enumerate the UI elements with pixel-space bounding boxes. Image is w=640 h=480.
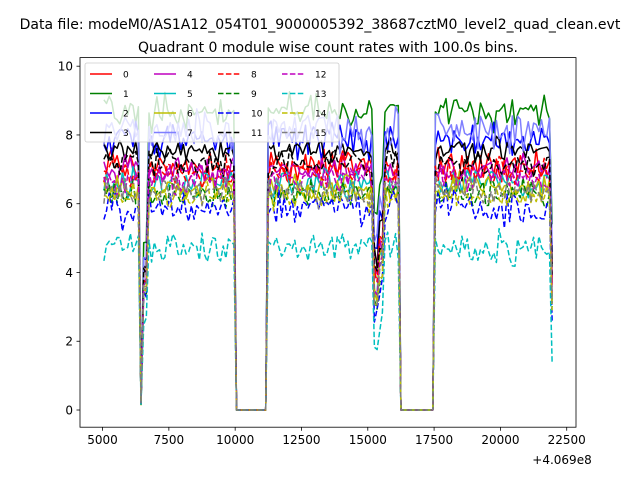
x-tick-label: 15000 <box>349 433 387 447</box>
series-line-15 <box>103 175 553 411</box>
legend-label-13: 13 <box>315 90 326 100</box>
legend-label-3: 3 <box>123 129 129 139</box>
legend-label-12: 12 <box>315 71 326 81</box>
x-tick-label: 17500 <box>415 433 453 447</box>
y-axis: 0 2 4 6 8 10 <box>58 60 80 418</box>
x-tick-label: 22500 <box>548 433 586 447</box>
series-line-13 <box>103 227 553 411</box>
x-tick-label: 10000 <box>216 433 254 447</box>
y-tick-label: 0 <box>65 404 73 418</box>
legend-label-7: 7 <box>187 129 193 139</box>
legend-label-8: 8 <box>251 71 257 81</box>
x-tick-label: 7500 <box>154 433 185 447</box>
legend-label-11: 11 <box>251 129 262 139</box>
legend-label-6: 6 <box>187 110 193 120</box>
series-line-12 <box>103 162 553 411</box>
series-line-11 <box>103 147 553 411</box>
x-tick-label: 5000 <box>87 433 118 447</box>
plot-frame <box>79 57 577 428</box>
legend-label-15: 15 <box>315 129 326 139</box>
legend-label-0: 0 <box>123 71 129 81</box>
y-tick-label: 8 <box>65 128 73 142</box>
series-line-14 <box>103 176 553 411</box>
x-axis: 5000 7500 10000 12500 15000 17500 20000 22500 <box>87 427 586 447</box>
y-tick-label: 2 <box>65 335 73 349</box>
x-tick-label: 12500 <box>282 433 320 447</box>
legend-label-14: 14 <box>315 110 327 120</box>
series-line-8 <box>103 153 553 411</box>
legend-label-4: 4 <box>187 71 193 81</box>
suptitle: Data file: modeM0/AS1A12_054T01_90000053… <box>20 17 621 33</box>
legend-frame <box>84 62 340 143</box>
series-line-10 <box>103 182 553 411</box>
legend-label-1: 1 <box>123 90 129 100</box>
x-tick-label: 20000 <box>481 433 519 447</box>
legend-label-10: 10 <box>251 110 263 120</box>
legend-label-2: 2 <box>123 110 129 120</box>
y-tick-label: 6 <box>65 197 73 211</box>
y-tick-label: 4 <box>65 266 73 280</box>
legend-label-9: 9 <box>251 90 257 100</box>
x-offset-label: +4.069e8 <box>532 453 591 467</box>
chart-title: Quadrant 0 module wise count rates with … <box>138 40 518 56</box>
y-tick-label: 10 <box>58 60 73 74</box>
series-line-3 <box>103 135 553 411</box>
legend-label-5: 5 <box>187 90 193 100</box>
